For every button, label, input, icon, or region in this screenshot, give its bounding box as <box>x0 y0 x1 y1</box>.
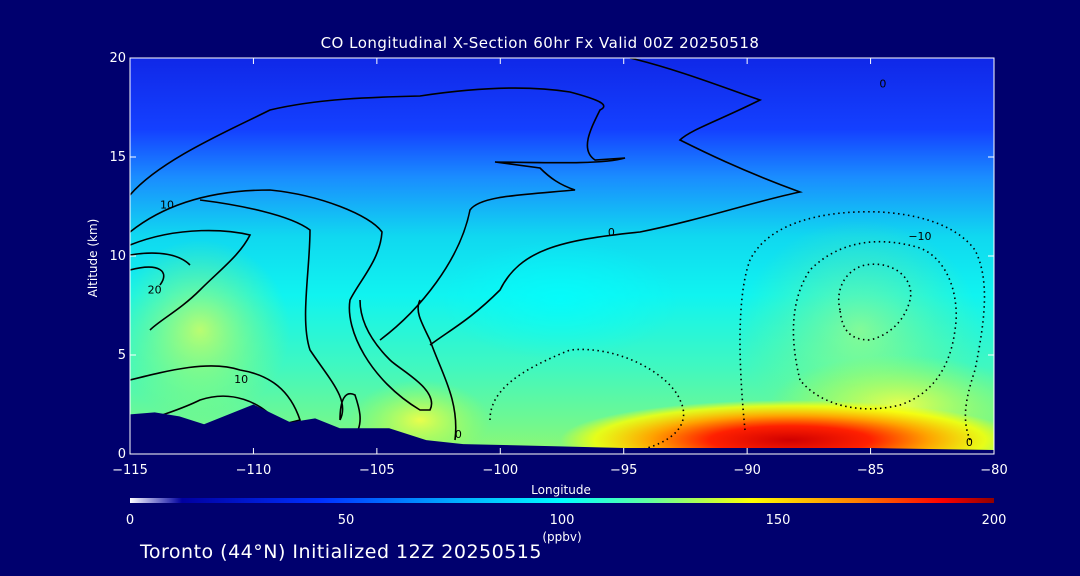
field-layer <box>130 58 994 454</box>
y-tick-label: 10 <box>109 249 126 264</box>
x-tick-label: −90 <box>733 463 760 478</box>
x-tick-label: −95 <box>610 463 637 478</box>
colorbar-tick-label: 50 <box>338 513 355 528</box>
contour-10-outer <box>130 189 433 411</box>
terrain-mask <box>130 404 994 455</box>
y-axis-label: Altitude (km) <box>86 219 100 298</box>
contour-label: 10 <box>160 199 174 212</box>
x-tick-label: −105 <box>359 463 395 478</box>
chart-title: CO Longitudinal X-Section 60hr Fx Valid … <box>320 34 760 52</box>
contour-lines <box>130 58 803 441</box>
x-axis-label: Longitude <box>531 483 591 497</box>
x-tick-label: −110 <box>236 463 272 478</box>
x-tick-label: −85 <box>857 463 884 478</box>
contour-label: 0 <box>608 226 615 239</box>
colorbar-unit-label: (ppbv) <box>542 530 581 544</box>
x-tick-label: −80 <box>980 463 1007 478</box>
x-tick-label: −115 <box>112 463 148 478</box>
colorbar-tick-label: 0 <box>126 513 134 528</box>
contour-zero-west <box>417 299 457 441</box>
x-axis: −115 −110 −105 −100 −95 −90 −85 −80 <box>112 58 1008 478</box>
contour-labels: 0 0 −10 10 20 10 0 0 <box>148 78 973 449</box>
cyan-band <box>440 240 680 360</box>
y-tick-label: 0 <box>118 447 126 462</box>
contour-20-inner <box>130 229 252 331</box>
contour-trough <box>199 199 361 431</box>
colorbar-tick-label: 200 <box>982 513 1007 528</box>
surface-hotspot <box>560 400 994 454</box>
west-plume <box>130 240 290 420</box>
contour-zero-top-right <box>429 58 803 346</box>
y-axis: 0 5 10 15 20 <box>109 51 994 462</box>
colorbar-ticks: 0 50 100 150 200 <box>126 513 1007 528</box>
contour-label: 10 <box>234 373 248 386</box>
contour-10-lower <box>130 365 302 426</box>
y-tick-label: 20 <box>109 51 126 66</box>
x-tick-label: −100 <box>482 463 518 478</box>
contour-label: −10 <box>908 230 931 243</box>
contour-label: 0 <box>879 78 886 91</box>
dashed-contours <box>489 210 986 451</box>
contour-zero-upper <box>130 87 626 341</box>
colorbar-tick-label: 100 <box>550 513 575 528</box>
contour-label: 20 <box>148 284 162 297</box>
contour-label: 0 <box>455 428 462 441</box>
colorbar <box>130 498 994 503</box>
contour-label: 0 <box>966 436 973 449</box>
dashed-west-neg <box>489 348 685 451</box>
footer-text: Toronto (44°N) Initialized 12Z 20250515 <box>140 541 542 563</box>
colorbar-tick-label: 150 <box>766 513 791 528</box>
y-tick-label: 5 <box>118 348 126 363</box>
y-tick-label: 15 <box>109 150 126 165</box>
